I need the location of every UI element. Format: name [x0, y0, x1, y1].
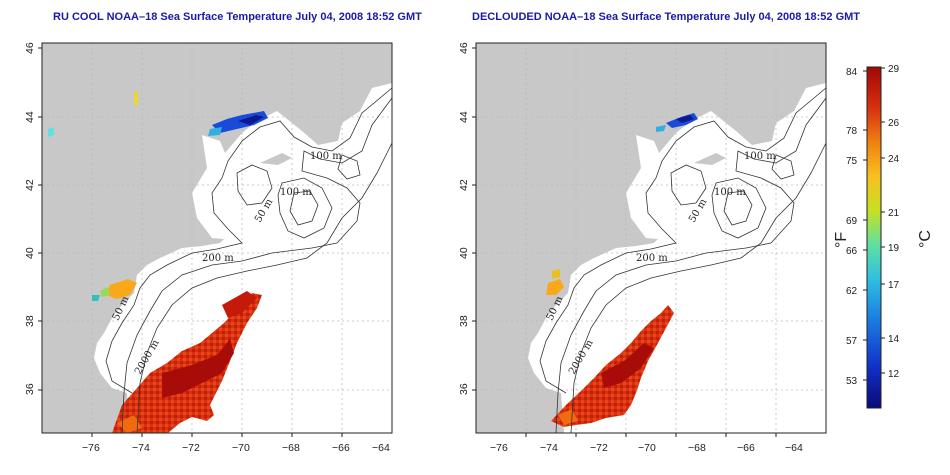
colorbar-c-tick-17: 17 [888, 280, 900, 291]
right-lon-tick-76: −76 [490, 442, 508, 454]
colorbar-f-tick-57: 57 [846, 336, 858, 347]
left-lon-tick-70: −70 [232, 442, 250, 454]
left-lon-tick-74: −74 [132, 442, 150, 454]
left-lon-tick-72: −72 [182, 442, 200, 454]
left-lon-tick-76: −76 [82, 442, 100, 454]
left-contour-label-100m-a: 100 m [310, 151, 342, 162]
colorbar-c-tick-19: 19 [888, 243, 900, 254]
left-lon-tick-66: −66 [332, 442, 350, 454]
colorbar-f-tick-62: 62 [846, 286, 858, 297]
right-lat-tick-44: 44 [458, 111, 470, 123]
right-sst-coastal-patches [546, 113, 698, 295]
left-map-title: RU COOL NOAA–18 Sea Surface Temperature … [53, 11, 422, 23]
left-axes: −76 −74 −72 −70 −68 −66 −64 36 38 40 42 … [24, 42, 390, 454]
colorbar-c-tick-14: 14 [888, 334, 900, 345]
left-lon-tick-68: −68 [282, 442, 300, 454]
colorbar-c-tick-21: 21 [888, 208, 900, 219]
colorbar-f-tick-66: 66 [846, 246, 858, 257]
colorbar-c-tick-24: 24 [888, 154, 900, 165]
left-contour-label-200m: 200 m [202, 253, 234, 264]
left-lat-tick-42: 42 [24, 179, 36, 191]
left-lon-tick-64: −64 [372, 442, 390, 454]
right-map-frame [475, 42, 827, 434]
colorbar-c-tick-26: 26 [888, 118, 900, 129]
colorbar-f-tick-78: 78 [846, 126, 858, 137]
right-contour-label-200m: 200 m [636, 253, 668, 264]
colorbar-celsius-unit: °C [917, 230, 934, 248]
left-sst-warm-region [112, 291, 262, 433]
left-lat-tick-40: 40 [24, 247, 36, 259]
right-map-title: DECLOUDED NOAA–18 Sea Surface Temperatur… [472, 11, 861, 23]
right-contour-label-100m-b: 100 m [714, 187, 746, 198]
left-lat-tick-38: 38 [24, 315, 36, 327]
colorbar-f-tick-53: 53 [846, 376, 858, 387]
right-lat-tick-40: 40 [458, 247, 470, 259]
colorbar-fahrenheit-unit: °F [833, 232, 850, 248]
right-lon-tick-70: −70 [638, 442, 656, 454]
colorbar-f-tick-75: 75 [846, 156, 858, 167]
right-lat-tick-46: 46 [458, 42, 470, 54]
right-lat-tick-38: 38 [458, 315, 470, 327]
right-lon-tick-66: −66 [737, 442, 755, 454]
colorbar-c-tick-12: 12 [888, 369, 900, 380]
left-map-panel: 100 m 100 m 50 m 200 m 50 m 2000 m [41, 42, 393, 434]
left-map-frame [41, 42, 393, 434]
left-contour-label-100m-b: 100 m [280, 187, 312, 198]
right-lon-tick-64: −64 [785, 442, 803, 454]
colorbar-gradient [866, 66, 882, 409]
right-lat-tick-42: 42 [458, 179, 470, 191]
right-sst-warm-region [551, 305, 674, 427]
left-lat-tick-46: 46 [24, 42, 36, 54]
right-contour-label-100m-a: 100 m [744, 151, 776, 162]
colorbar-f-tick-69: 69 [846, 216, 858, 227]
right-map-panel: 100 m 100 m 50 m 200 m 50 m 2000 m [475, 42, 827, 434]
left-lat-tick-36: 36 [24, 383, 36, 395]
right-lon-tick-68: −68 [688, 442, 706, 454]
right-lon-tick-74: −74 [540, 442, 558, 454]
left-lat-tick-44: 44 [24, 111, 36, 123]
colorbar: 84 78 75 69 66 62 57 53 29 26 24 21 19 1… [833, 64, 934, 409]
left-sst-coastal-patches [48, 91, 268, 301]
colorbar-f-tick-84: 84 [846, 67, 858, 78]
right-lon-tick-72: −72 [590, 442, 608, 454]
colorbar-c-tick-29: 29 [888, 64, 900, 75]
right-lat-tick-36: 36 [458, 383, 470, 395]
right-axes: −76 −74 −72 −70 −68 −66 −64 36 38 40 42 … [458, 42, 803, 454]
